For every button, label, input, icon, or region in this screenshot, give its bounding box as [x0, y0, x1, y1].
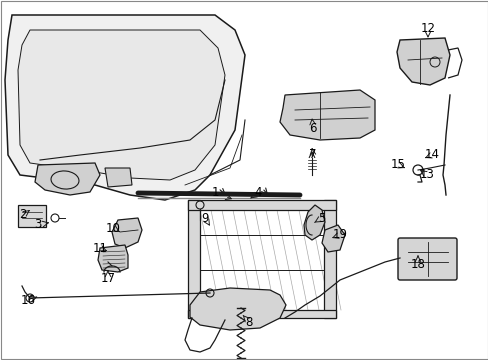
Text: 4: 4 [254, 186, 261, 199]
Text: 11: 11 [92, 242, 107, 255]
Text: 13: 13 [419, 168, 433, 181]
Polygon shape [5, 15, 244, 200]
Bar [187, 200, 200, 318]
Polygon shape [98, 245, 128, 272]
Text: 3: 3 [34, 219, 41, 231]
Text: 2: 2 [19, 208, 27, 221]
Text: 18: 18 [410, 257, 425, 270]
Polygon shape [105, 168, 132, 187]
Polygon shape [190, 288, 285, 330]
Text: 17: 17 [101, 271, 115, 284]
Text: 10: 10 [105, 221, 120, 234]
Polygon shape [321, 225, 345, 252]
Polygon shape [112, 218, 142, 248]
Text: 6: 6 [308, 122, 316, 135]
Bar [187, 200, 335, 210]
Text: 7: 7 [308, 148, 316, 162]
Polygon shape [280, 90, 374, 140]
FancyBboxPatch shape [397, 238, 456, 280]
Text: 1: 1 [211, 186, 218, 199]
Text: 15: 15 [390, 158, 405, 171]
Text: 5: 5 [318, 211, 325, 225]
Text: 19: 19 [332, 229, 347, 242]
Text: 16: 16 [20, 293, 36, 306]
Bar [18, 205, 46, 227]
Polygon shape [396, 38, 449, 85]
Bar [324, 200, 335, 318]
Text: 9: 9 [201, 211, 208, 225]
Polygon shape [18, 30, 224, 180]
Polygon shape [304, 205, 325, 240]
Text: 8: 8 [245, 315, 252, 328]
Text: 12: 12 [420, 22, 435, 35]
Polygon shape [35, 163, 100, 195]
Text: 14: 14 [424, 148, 439, 162]
Bar [187, 310, 335, 318]
